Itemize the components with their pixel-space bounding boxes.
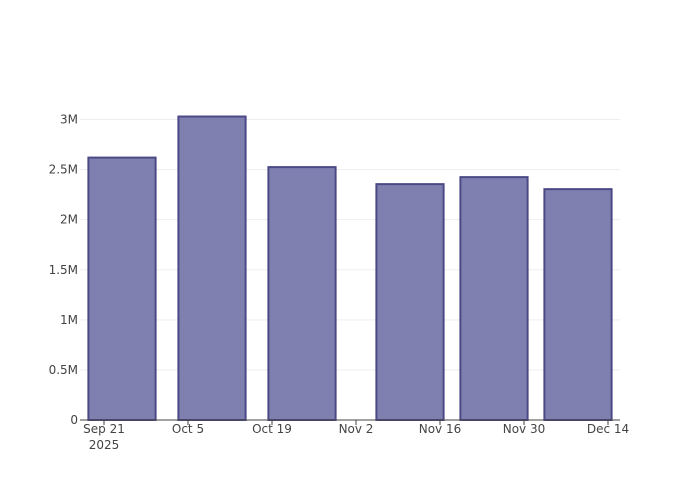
y-tick-label: 0.5M	[49, 363, 78, 377]
bar	[543, 188, 613, 421]
y-tick-label: 1M	[60, 313, 78, 327]
y-tick-label: 0	[70, 413, 78, 427]
x-tick-label: Nov 2	[339, 422, 374, 436]
y-tick-label: 1.5M	[49, 263, 78, 277]
bar	[459, 176, 529, 421]
bar	[267, 166, 337, 421]
y-tick-label: 2M	[60, 213, 78, 227]
y-tick-label: 3M	[60, 113, 78, 127]
y-tick-label: 2.5M	[49, 163, 78, 177]
x-tick-label: Oct 19	[252, 422, 292, 436]
x-tick-label: Dec 14	[587, 422, 629, 436]
bar	[177, 115, 247, 421]
x-tick-label: Oct 5	[172, 422, 204, 436]
x-tick-label: Nov 30	[503, 422, 546, 436]
bar	[87, 156, 157, 421]
bar	[375, 183, 445, 421]
x-tick-label: Nov 16	[419, 422, 462, 436]
x-tick-label: Sep 21 2025	[83, 422, 125, 452]
